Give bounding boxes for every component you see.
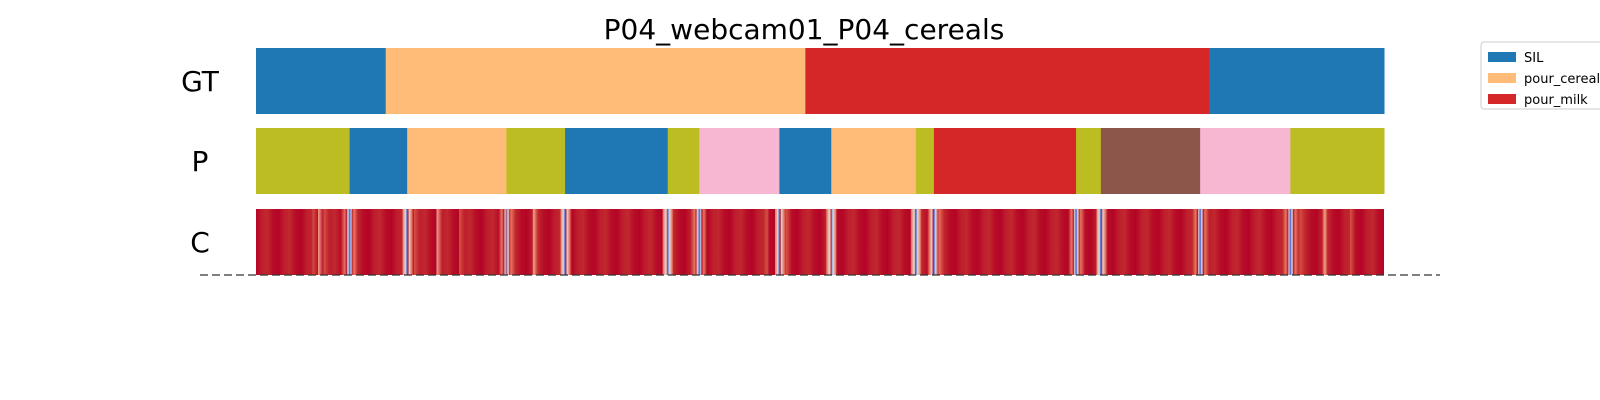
- legend: SIL pour_cereals pour_milk: [1480, 41, 1600, 110]
- segment-p-10: [933, 128, 1077, 194]
- row-gt: GT: [181, 48, 1385, 114]
- legend-swatch-pour_milk: [1488, 94, 1516, 104]
- legend-swatch-SIL: [1488, 52, 1516, 62]
- segment-p-1: [349, 128, 408, 194]
- segment-gt-2: [805, 48, 1210, 114]
- legend-label-SIL: SIL: [1524, 51, 1544, 66]
- segment-p-7: [779, 128, 832, 194]
- segment-p-4: [565, 128, 669, 194]
- timeline-rows: GT P C: [181, 48, 1385, 275]
- segment-p-9: [915, 128, 935, 194]
- segment-p-8: [831, 128, 917, 194]
- row-label: GT: [181, 65, 220, 98]
- legend-label-pour_milk: pour_milk: [1524, 93, 1588, 108]
- confidence-strip: [256, 209, 1384, 275]
- row-c: C: [190, 209, 1384, 275]
- segment-p-13: [1200, 128, 1291, 194]
- segment-p-12: [1100, 128, 1201, 194]
- segment-p-11: [1076, 128, 1102, 194]
- segment-gt-3: [1209, 48, 1385, 114]
- segment-gt-1: [385, 48, 806, 114]
- row-p: P: [192, 128, 1385, 194]
- chart-title: P04_webcam01_P04_cereals: [604, 13, 1005, 46]
- segment-p-14: [1290, 128, 1385, 194]
- row-label: C: [190, 226, 210, 259]
- segment-p-2: [407, 128, 507, 194]
- segment-p-5: [667, 128, 700, 194]
- segment-p-0: [256, 128, 351, 194]
- segment-p-6: [699, 128, 780, 194]
- segment-p-3: [506, 128, 566, 194]
- row-label: P: [192, 145, 209, 178]
- legend-label-pour_cereals: pour_cereals: [1524, 72, 1600, 87]
- legend-swatch-pour_cereals: [1488, 73, 1516, 83]
- segment-gt-0: [256, 48, 387, 114]
